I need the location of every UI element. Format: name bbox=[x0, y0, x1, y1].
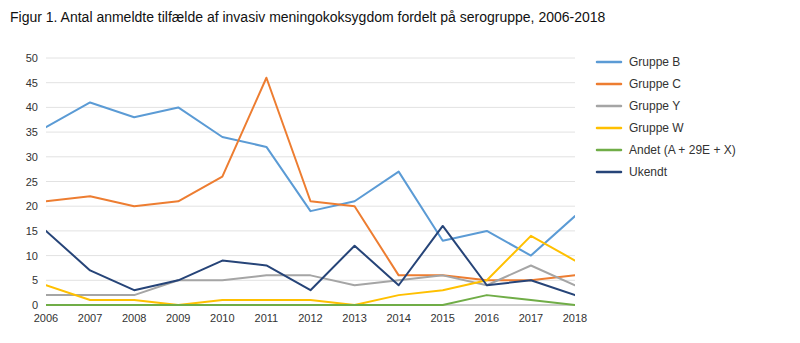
y-tick-label: 30 bbox=[26, 151, 38, 163]
legend-swatch bbox=[597, 61, 621, 64]
title: Figur 1. Antal anmeldte tilfælde af inva… bbox=[10, 9, 606, 25]
legend-swatch bbox=[597, 149, 621, 152]
legend-label: Gruppe C bbox=[629, 77, 681, 91]
y-tick-label: 15 bbox=[26, 225, 38, 237]
series-line bbox=[46, 78, 575, 281]
y-tick-label: 5 bbox=[32, 274, 38, 286]
x-tick-label: 2010 bbox=[210, 312, 234, 324]
series-line bbox=[46, 102, 575, 255]
x-tick-label: 2017 bbox=[519, 312, 543, 324]
grid-line bbox=[46, 107, 575, 108]
legend-swatch bbox=[597, 105, 621, 108]
y-tick-label: 35 bbox=[26, 126, 38, 138]
grid-line bbox=[46, 181, 575, 182]
x-tick-label: 2006 bbox=[34, 312, 58, 324]
series-line bbox=[46, 226, 575, 295]
grid bbox=[46, 58, 575, 305]
legend-swatch bbox=[597, 171, 621, 174]
x-tick-label: 2007 bbox=[78, 312, 102, 324]
grid-line bbox=[46, 156, 575, 157]
x-tick-label: 2015 bbox=[431, 312, 455, 324]
series-lines bbox=[46, 78, 575, 305]
grid-line bbox=[46, 230, 575, 231]
x-tick-label: 2012 bbox=[298, 312, 322, 324]
legend-label: Gruppe W bbox=[629, 121, 684, 135]
series-line bbox=[46, 236, 575, 305]
y-tick-label: 50 bbox=[26, 52, 38, 64]
legend-label: Andet (A + 29E + X) bbox=[629, 143, 736, 157]
y-tick-label: 25 bbox=[26, 176, 38, 188]
grid-line bbox=[46, 206, 575, 207]
x-tick-label: 2016 bbox=[475, 312, 499, 324]
x-tick-label: 2011 bbox=[255, 312, 279, 324]
grid-line bbox=[46, 58, 575, 59]
x-tick-label: 2013 bbox=[342, 312, 366, 324]
x-tick-label: 2009 bbox=[166, 312, 190, 324]
x-tick-label: 2018 bbox=[563, 312, 587, 324]
series-line bbox=[46, 295, 575, 305]
y-tick-label: 45 bbox=[26, 77, 38, 89]
legend-swatch bbox=[597, 127, 621, 130]
legend-swatch bbox=[597, 83, 621, 86]
chart: Figur 1. Antal anmeldte tilfælde af inva… bbox=[0, 0, 800, 343]
legend-label: Gruppe Y bbox=[629, 99, 680, 113]
y-tick-label: 0 bbox=[32, 299, 38, 311]
legend-label: Gruppe B bbox=[629, 55, 680, 69]
grid-line bbox=[46, 132, 575, 133]
legend-label: Ukendt bbox=[629, 165, 668, 179]
x-tick-label: 2014 bbox=[386, 312, 410, 324]
y-tick-label: 20 bbox=[26, 200, 38, 212]
grid-line bbox=[46, 255, 575, 256]
legend: Gruppe B Gruppe C Gruppe Y Gruppe W Andet (A… bbox=[597, 55, 736, 179]
y-tick-label: 40 bbox=[26, 101, 38, 113]
x-tick-label: 2008 bbox=[122, 312, 146, 324]
grid-line bbox=[46, 82, 575, 83]
y-tick-label: 10 bbox=[26, 250, 38, 262]
